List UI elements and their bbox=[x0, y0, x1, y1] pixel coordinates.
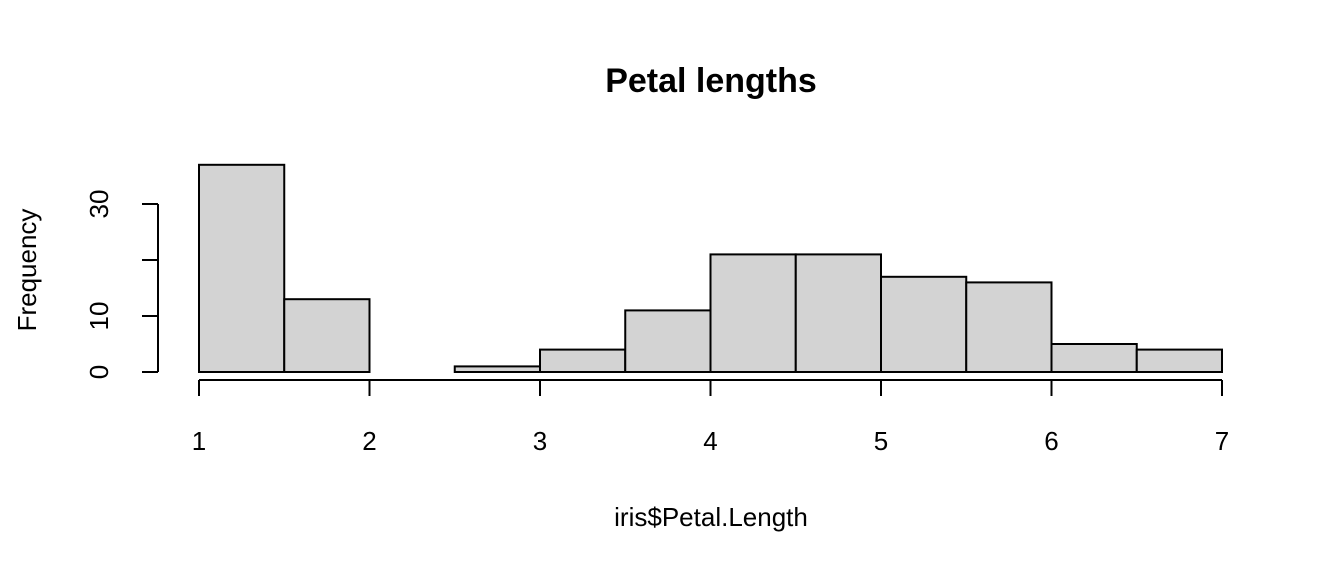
x-tick-label: 6 bbox=[1044, 426, 1058, 456]
y-tick-label: 0 bbox=[84, 365, 114, 379]
y-tick-label: 10 bbox=[84, 302, 114, 331]
x-tick-label: 5 bbox=[874, 426, 888, 456]
histogram-bar bbox=[1135, 348, 1223, 374]
chart-title: Petal lengths bbox=[605, 62, 817, 100]
histogram-bar bbox=[880, 275, 968, 373]
histogram-bar bbox=[624, 309, 712, 373]
histogram-bar bbox=[539, 348, 627, 374]
histogram-bar bbox=[198, 163, 286, 373]
histogram-bar bbox=[453, 365, 541, 373]
histogram-bar bbox=[794, 253, 882, 373]
histogram-bar bbox=[1050, 343, 1138, 373]
y-axis-label: Frequency bbox=[12, 209, 42, 332]
histogram-bar bbox=[283, 298, 371, 374]
x-tick-label: 3 bbox=[533, 426, 547, 456]
x-tick-label: 2 bbox=[362, 426, 376, 456]
histogram-bar bbox=[965, 281, 1053, 373]
x-tick-label: 1 bbox=[192, 426, 206, 456]
histogram-bar bbox=[709, 253, 797, 373]
x-tick-label: 7 bbox=[1215, 426, 1229, 456]
x-axis-label: iris$Petal.Length bbox=[614, 502, 808, 532]
x-tick-label: 4 bbox=[703, 426, 717, 456]
y-tick-label: 30 bbox=[84, 190, 114, 219]
